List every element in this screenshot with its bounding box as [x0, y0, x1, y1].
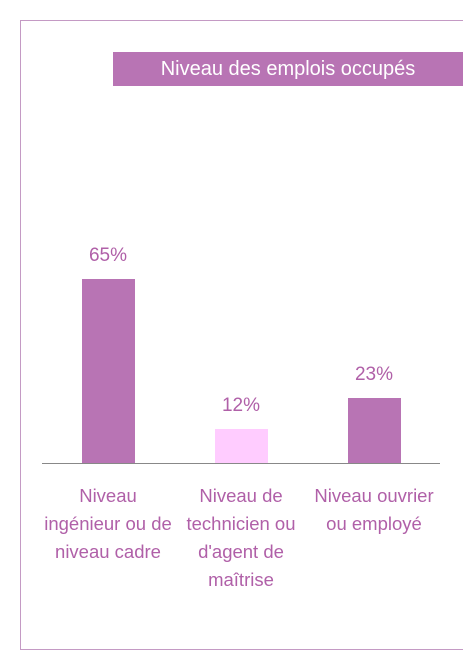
- chart-frame: [20, 20, 463, 650]
- x-tick-label: Niveau ouvrier ou employé: [314, 485, 434, 534]
- data-label: 65%: [88, 245, 128, 267]
- chart-title: Niveau des emplois occupés: [113, 52, 463, 86]
- data-label: 12%: [221, 395, 261, 417]
- bar: [347, 397, 401, 463]
- bar: [81, 279, 135, 463]
- bar: [214, 429, 268, 463]
- x-axis-line: [42, 463, 440, 464]
- x-tick-label: Niveau ingénieur ou de niveau cadre: [44, 485, 172, 562]
- data-label: 23%: [354, 363, 394, 385]
- x-tick-label: Niveau de technicien ou d'agent de maîtr…: [186, 485, 296, 590]
